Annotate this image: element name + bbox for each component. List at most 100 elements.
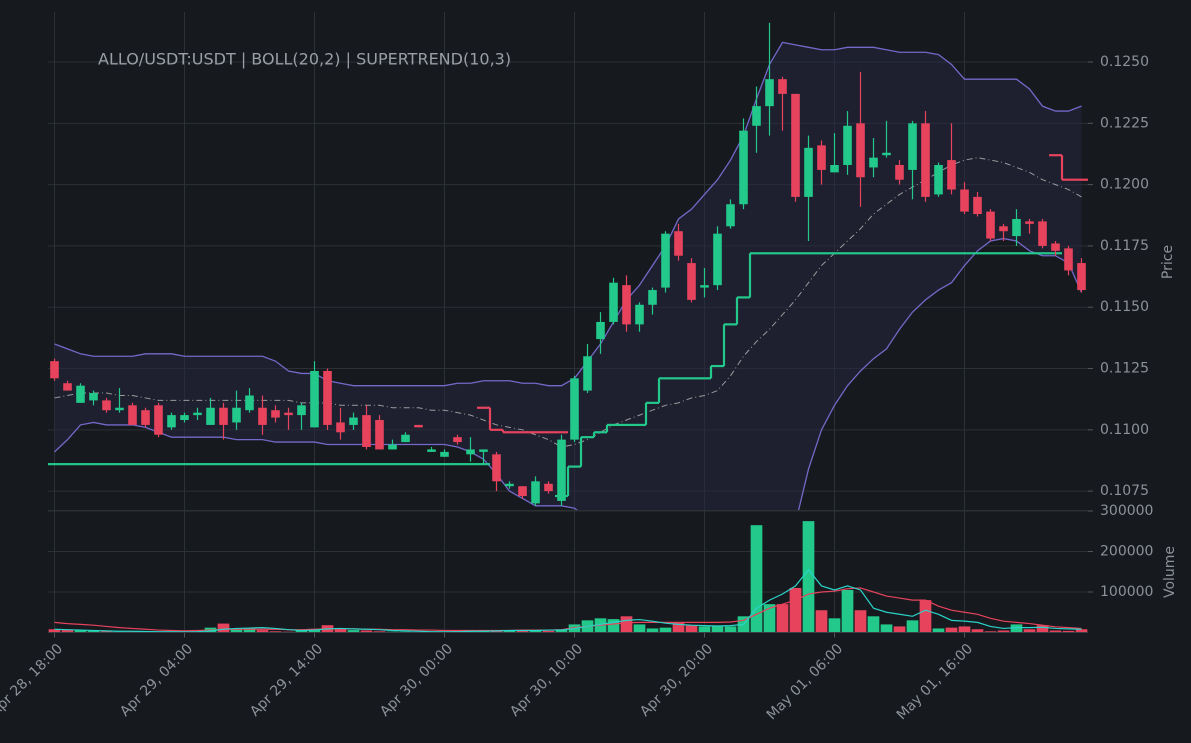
- candle-body: [401, 434, 410, 443]
- candle-body: [206, 407, 215, 425]
- candle-body: [284, 412, 293, 416]
- candle-body: [1051, 243, 1060, 251]
- volume-bar: [659, 627, 672, 633]
- candle-body: [63, 383, 72, 391]
- volume-bar: [815, 610, 828, 633]
- volume-bar: [230, 629, 243, 633]
- volume-bar: [802, 521, 815, 633]
- candle-body: [674, 231, 683, 256]
- candle-body: [752, 106, 761, 126]
- candle-body: [193, 412, 202, 416]
- y2-tick-label: 100000: [1100, 584, 1153, 600]
- candle-body: [583, 356, 592, 391]
- volume-bar: [1010, 624, 1023, 633]
- volume-bar: [633, 624, 646, 633]
- volume-bar: [763, 604, 776, 633]
- y2-axis-label: Volume: [1162, 546, 1178, 598]
- y-tick-label: 0.1250: [1100, 54, 1149, 70]
- candle-body: [544, 483, 553, 492]
- candle-body: [336, 422, 345, 433]
- volume-bar: [74, 630, 87, 633]
- candle-body: [973, 196, 982, 215]
- volume-bar: [542, 630, 555, 633]
- candle-body: [349, 417, 358, 425]
- candle-body: [531, 481, 540, 504]
- candle-body: [934, 165, 943, 195]
- candle-body: [89, 393, 98, 401]
- volume-bar: [100, 631, 113, 633]
- candle-body: [557, 439, 566, 501]
- candle-body: [479, 449, 488, 452]
- y2-tick-label: 200000: [1100, 544, 1153, 560]
- candle-body: [661, 233, 670, 288]
- volume-bar: [464, 631, 477, 633]
- candle-body: [843, 125, 852, 166]
- candle-body: [622, 285, 631, 325]
- bollinger-lower: [54, 237, 1083, 510]
- y-axis-label: Price: [1160, 245, 1176, 279]
- volume-bar: [347, 630, 360, 633]
- volume-bar: [698, 626, 711, 633]
- candle-body: [102, 400, 111, 411]
- volume-bar: [1036, 625, 1049, 633]
- y-tick-label: 0.1150: [1100, 299, 1149, 315]
- candle-body: [960, 189, 969, 212]
- candle-body: [128, 405, 137, 425]
- volume-bar: [880, 624, 893, 633]
- candle-body: [856, 123, 865, 178]
- volume-bar: [932, 628, 945, 633]
- volume-bar: [893, 626, 906, 633]
- candle-body: [1077, 263, 1086, 291]
- volume-bar: [87, 630, 100, 633]
- candle-body: [362, 415, 371, 447]
- candle-body: [258, 407, 267, 425]
- volume-bar: [243, 628, 256, 633]
- volume-bar: [1075, 629, 1088, 633]
- volume-bar: [620, 616, 633, 633]
- volume-bar: [48, 629, 61, 633]
- candle-body: [1025, 221, 1034, 224]
- chart-title: ALLO/USDT:USDT | BOLL(20,2) | SUPERTREND…: [98, 50, 511, 69]
- candle-body: [414, 424, 423, 428]
- volume-bar: [958, 626, 971, 633]
- candle-body: [817, 145, 826, 170]
- volume-bar: [906, 620, 919, 633]
- volume-bar: [919, 600, 932, 633]
- y-tick-label: 0.1075: [1100, 483, 1149, 499]
- candle-body: [440, 451, 449, 457]
- volume-bar: [997, 630, 1010, 633]
- y-tick-label: 0.1125: [1100, 361, 1149, 377]
- volume-bar: [503, 630, 516, 633]
- candle-body: [505, 483, 514, 487]
- candle-body: [882, 152, 891, 156]
- volume-ma: [54, 568, 1082, 633]
- volume-bar: [789, 587, 802, 633]
- candle-body: [466, 449, 475, 455]
- volume-bar: [295, 630, 308, 633]
- volume-bar: [776, 604, 789, 633]
- candle-body: [570, 378, 579, 440]
- candle-body: [947, 160, 956, 190]
- candle-body: [687, 263, 696, 300]
- volume-bar: [984, 631, 997, 633]
- volume-bar: [256, 630, 269, 633]
- candle-body: [518, 486, 527, 497]
- candle-body: [791, 93, 800, 197]
- candle-body: [310, 370, 319, 428]
- price-panel: [48, 22, 1088, 510]
- candle-body: [713, 233, 722, 286]
- volume-bar: [841, 589, 854, 633]
- candle-body: [726, 204, 735, 227]
- volume-bar: [750, 525, 763, 633]
- candle-body: [804, 147, 813, 197]
- volume-bar: [685, 625, 698, 633]
- candle-body: [1064, 248, 1073, 271]
- candle-body: [596, 321, 605, 340]
- volume-bar: [607, 619, 620, 633]
- candle-body: [908, 123, 917, 170]
- candle-body: [323, 370, 332, 425]
- candle-body: [1012, 218, 1021, 237]
- volume-bar: [360, 630, 373, 633]
